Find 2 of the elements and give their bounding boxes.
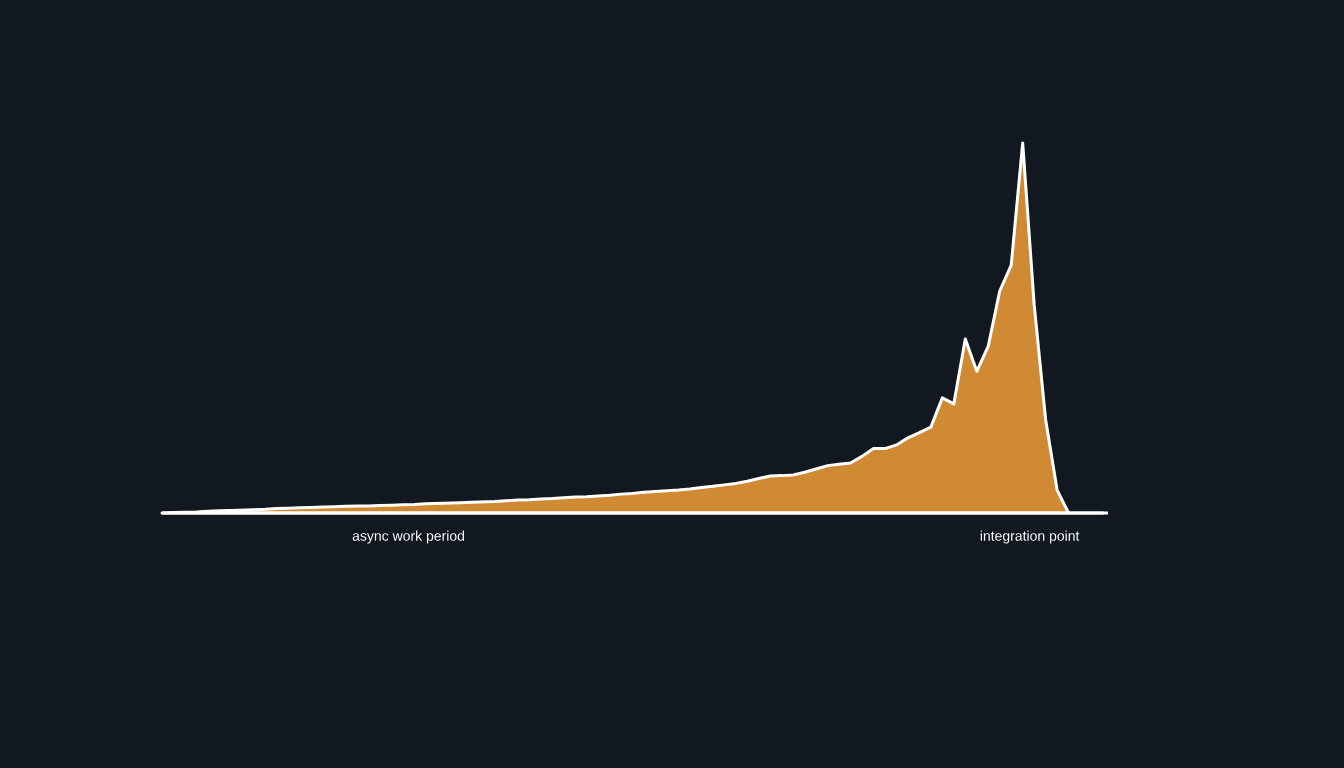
text: integration point — [980, 530, 1080, 544]
text: async work period — [352, 530, 465, 544]
